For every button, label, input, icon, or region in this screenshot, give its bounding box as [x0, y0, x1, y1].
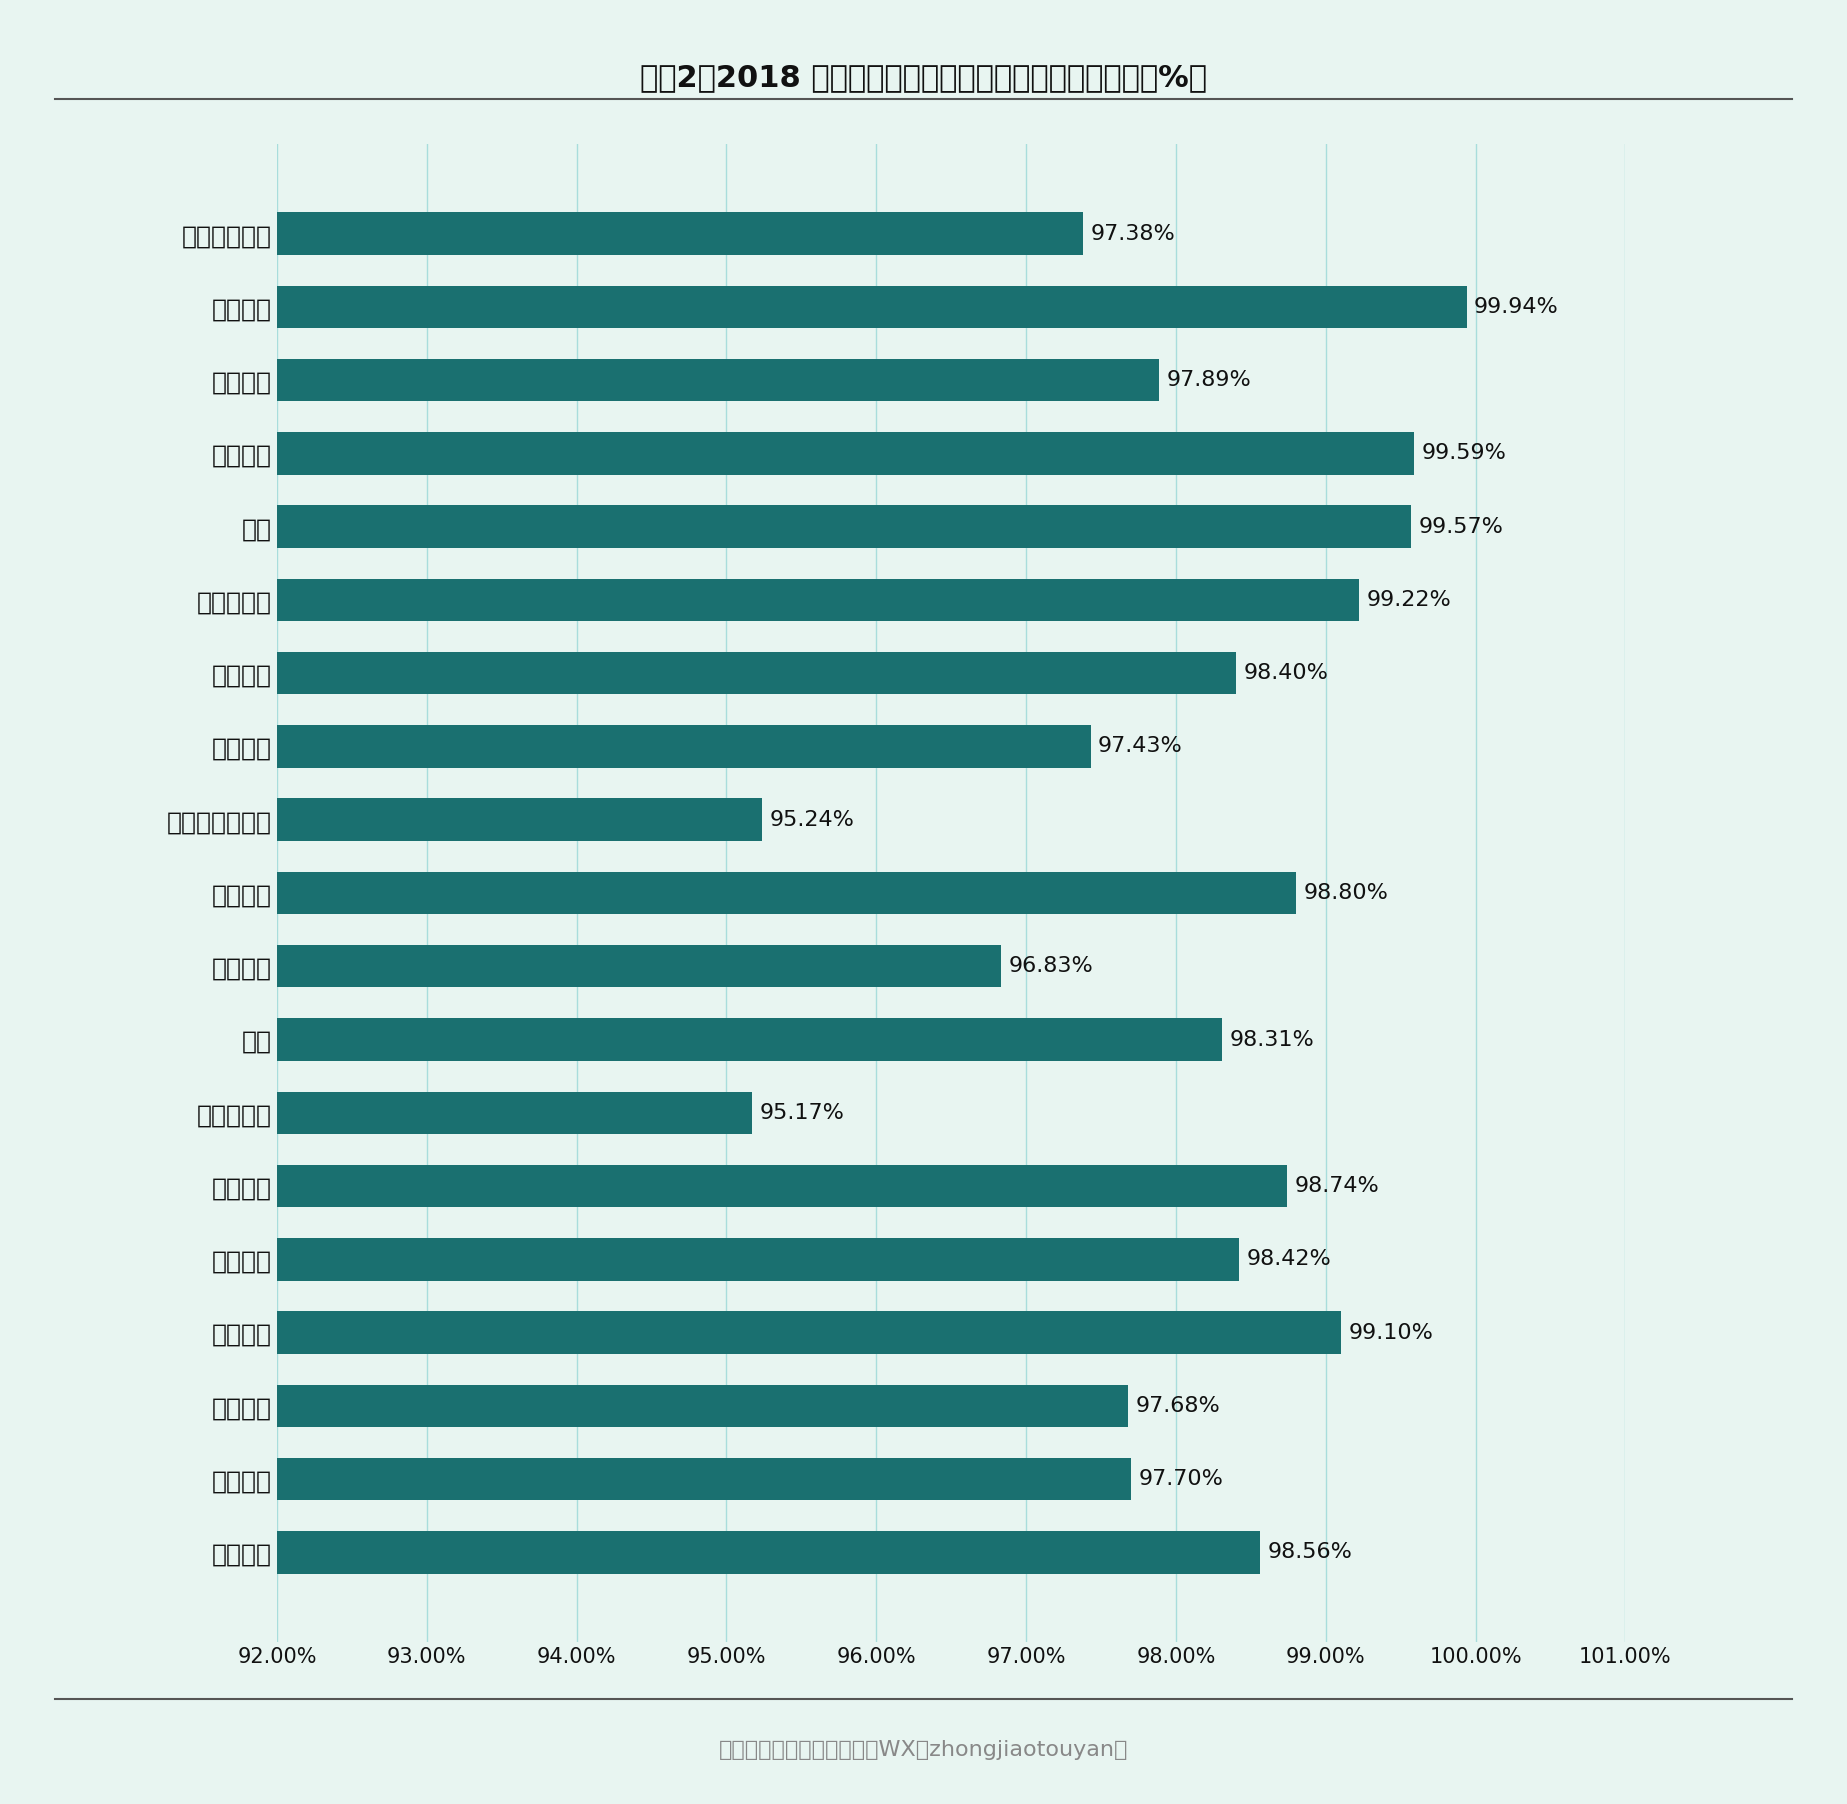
Bar — [277, 505, 1411, 548]
Text: 99.57%: 99.57% — [1418, 516, 1503, 536]
Text: 99.59%: 99.59% — [1422, 444, 1507, 464]
Bar — [277, 1532, 1260, 1573]
Text: 98.74%: 98.74% — [1295, 1176, 1380, 1196]
Text: 96.83%: 96.83% — [1008, 956, 1093, 976]
Bar — [277, 725, 1090, 769]
Text: 97.38%: 97.38% — [1090, 224, 1175, 244]
Bar — [277, 1458, 1130, 1501]
Text: 97.89%: 97.89% — [1167, 370, 1252, 390]
Bar — [277, 579, 1359, 621]
Text: 98.40%: 98.40% — [1243, 664, 1328, 684]
Text: 95.24%: 95.24% — [770, 810, 855, 830]
Bar — [277, 1238, 1239, 1281]
Bar — [277, 1312, 1341, 1353]
Text: 图表2：2018 年广东中职各专业就业率变化情况（单位：%）: 图表2：2018 年广东中职各专业就业率变化情况（单位：%） — [641, 63, 1206, 92]
Text: 97.43%: 97.43% — [1097, 736, 1182, 756]
Bar — [277, 651, 1236, 695]
Bar — [277, 1017, 1223, 1061]
Bar — [277, 213, 1082, 254]
Bar — [277, 1384, 1129, 1427]
Bar — [277, 433, 1415, 474]
Text: 98.80%: 98.80% — [1304, 882, 1389, 904]
Bar — [277, 285, 1467, 328]
Text: 97.68%: 97.68% — [1136, 1396, 1221, 1416]
Text: 97.70%: 97.70% — [1138, 1468, 1223, 1488]
Bar — [277, 799, 763, 841]
Bar — [277, 1165, 1287, 1207]
Bar — [277, 1091, 752, 1135]
Bar — [277, 945, 1001, 987]
Bar — [277, 871, 1297, 915]
Text: 98.42%: 98.42% — [1247, 1250, 1332, 1270]
Text: 资料来源：中教投研整理（WX：zhongjiaotouyan）: 资料来源：中教投研整理（WX：zhongjiaotouyan） — [718, 1739, 1129, 1761]
Text: 99.22%: 99.22% — [1367, 590, 1452, 610]
Bar — [277, 359, 1160, 402]
Text: 99.10%: 99.10% — [1348, 1322, 1433, 1342]
Text: 99.94%: 99.94% — [1474, 298, 1559, 318]
Text: 98.56%: 98.56% — [1267, 1542, 1352, 1562]
Text: 95.17%: 95.17% — [759, 1102, 844, 1122]
Text: 98.31%: 98.31% — [1230, 1030, 1315, 1050]
